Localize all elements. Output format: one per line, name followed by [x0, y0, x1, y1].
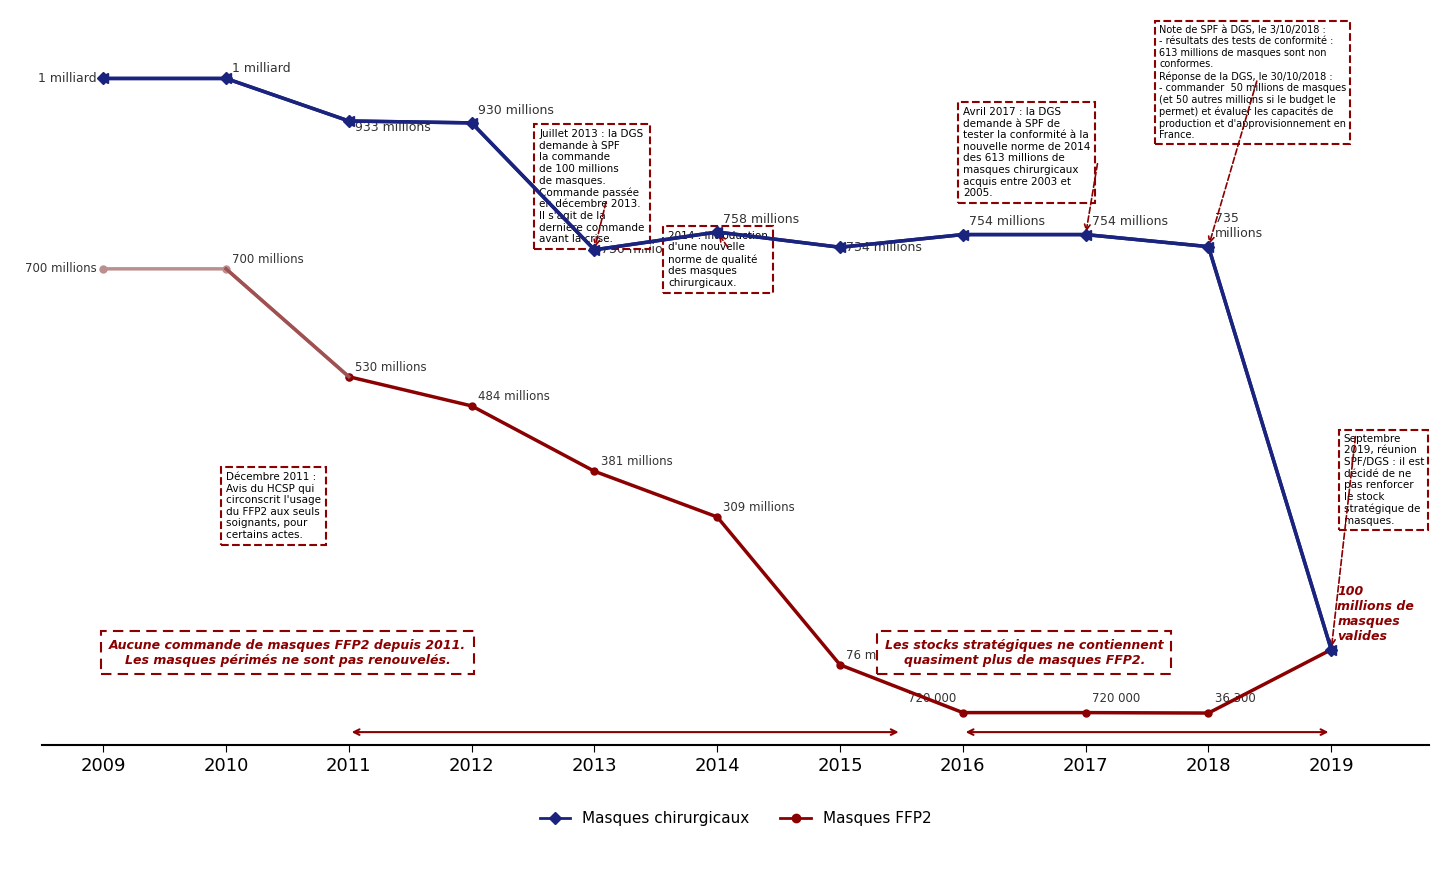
- Text: 36 300: 36 300: [1215, 692, 1256, 705]
- Text: 700 millions: 700 millions: [25, 262, 97, 275]
- Text: 734 millions: 734 millions: [847, 241, 922, 254]
- Text: Septembre
2019, réunion
SPF/DGS : il est
décidé de ne
pas renforcer
le stock
str: Septembre 2019, réunion SPF/DGS : il est…: [1343, 434, 1424, 526]
- Text: 381 millions: 381 millions: [601, 455, 672, 468]
- Legend: Masques chirurgicaux, Masques FFP2: Masques chirurgicaux, Masques FFP2: [534, 804, 938, 832]
- Text: 933 millions: 933 millions: [355, 121, 431, 134]
- Text: 754 millions: 754 millions: [969, 215, 1045, 228]
- Text: 2014 : introduction
d'une nouvelle
norme de qualité
des masques
chirurgicaux.: 2014 : introduction d'une nouvelle norme…: [668, 231, 768, 288]
- Text: Note de SPF à DGS, le 3/10/2018 :
- résultats des tests de conformité :
613 mill: Note de SPF à DGS, le 3/10/2018 : - résu…: [1160, 25, 1346, 140]
- Text: 309 millions: 309 millions: [723, 501, 794, 514]
- Text: 76 millions: 76 millions: [847, 649, 911, 662]
- Text: Juillet 2013 : la DGS
demande à SPF
la commande
de 100 millions
de masques.
Comm: Juillet 2013 : la DGS demande à SPF la c…: [540, 129, 645, 244]
- Text: 720 000: 720 000: [908, 692, 957, 705]
- Text: 530 millions: 530 millions: [355, 360, 426, 373]
- Text: 735
millions: 735 millions: [1215, 212, 1263, 241]
- Text: 1 milliard: 1 milliard: [233, 62, 291, 75]
- Text: 730 millions: 730 millions: [601, 243, 677, 256]
- Text: 758 millions: 758 millions: [723, 212, 799, 226]
- Text: 484 millions: 484 millions: [477, 389, 550, 403]
- Text: 700 millions: 700 millions: [233, 253, 304, 266]
- Text: 754 millions: 754 millions: [1091, 215, 1168, 228]
- Text: 720 000: 720 000: [1091, 692, 1141, 705]
- Text: Les stocks stratégiques ne contiennent
quasiment plus de masques FFP2.: Les stocks stratégiques ne contiennent q…: [885, 639, 1164, 666]
- Text: 930 millions: 930 millions: [477, 104, 554, 117]
- Text: 100
millions de
masques
valides: 100 millions de masques valides: [1337, 585, 1414, 643]
- Text: Décembre 2011 :
Avis du HCSP qui
circonscrit l'usage
du FFP2 aux seuls
soignants: Décembre 2011 : Avis du HCSP qui circons…: [226, 472, 322, 540]
- Text: 1 milliard: 1 milliard: [38, 72, 97, 85]
- Text: Avril 2017 : la DGS
demande à SPF de
tester la conformité à la
nouvelle norme de: Avril 2017 : la DGS demande à SPF de tes…: [963, 107, 1090, 198]
- Text: Aucune commande de masques FFP2 depuis 2011.
Les masques périmés ne sont pas ren: Aucune commande de masques FFP2 depuis 2…: [109, 639, 466, 666]
